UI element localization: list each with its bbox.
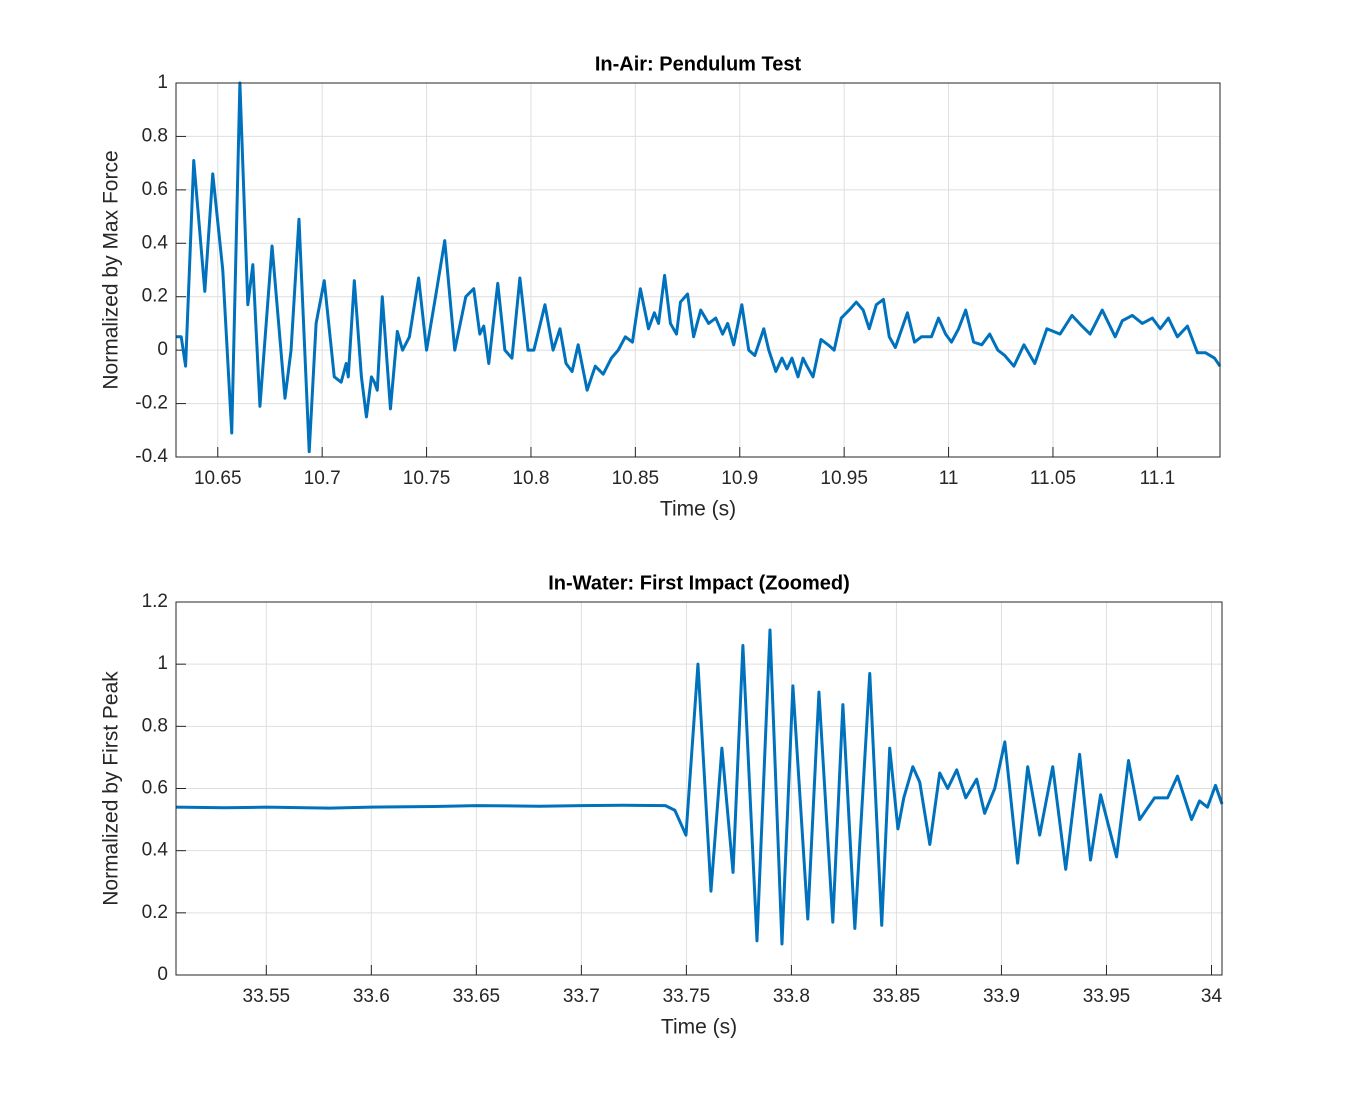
axes-box xyxy=(175,82,1221,458)
x-axis-label: Time (s) xyxy=(660,498,736,521)
chart-title: In-Water: First Impact (Zoomed) xyxy=(548,572,849,594)
axes-box xyxy=(175,601,1223,976)
y-tick-label: 0.4 xyxy=(142,840,169,861)
x-tick-label: 33.65 xyxy=(453,986,501,1007)
y-axis-label: Normalized by Max Force xyxy=(100,150,123,389)
x-tick-label: 33.75 xyxy=(663,986,711,1007)
plot-area xyxy=(176,83,1220,457)
x-tick-label: 11 xyxy=(939,468,959,489)
x-tick-label: 10.75 xyxy=(403,468,451,489)
y-axis-label: Normalized by First Peak xyxy=(100,671,123,906)
y-tick-label: -0.4 xyxy=(135,446,168,467)
y-tick-label: 0.2 xyxy=(142,902,168,923)
x-tick-label: 33.8 xyxy=(773,986,810,1007)
y-tick-label: 1.2 xyxy=(142,591,168,612)
x-tick-label: 10.9 xyxy=(721,468,758,489)
x-tick-label: 10.8 xyxy=(512,468,549,489)
y-tick-label: 0.6 xyxy=(142,778,168,799)
y-tick-label: 1 xyxy=(157,72,168,93)
y-tick-label: 0 xyxy=(157,964,168,985)
x-tick-label: 10.65 xyxy=(194,468,242,489)
x-tick-label: 33.9 xyxy=(983,986,1020,1007)
y-tick-label: 0 xyxy=(157,339,168,360)
y-tick-label: -0.2 xyxy=(135,393,168,414)
y-tick-label: 0.8 xyxy=(142,715,168,736)
x-tick-label: 11.05 xyxy=(1030,468,1076,489)
y-tick-label: 0.4 xyxy=(142,232,169,253)
x-tick-label: 10.7 xyxy=(304,468,341,489)
y-tick-label: 0.2 xyxy=(142,286,168,307)
y-tick-label: 1 xyxy=(157,653,168,674)
x-tick-label: 34 xyxy=(1201,986,1223,1007)
x-tick-label: 33.6 xyxy=(353,986,390,1007)
x-tick-label: 33.55 xyxy=(243,986,291,1007)
x-tick-label: 10.85 xyxy=(612,468,660,489)
x-tick-label: 33.85 xyxy=(873,986,921,1007)
x-tick-label: 33.7 xyxy=(563,986,600,1007)
x-tick-label: 10.95 xyxy=(820,468,868,489)
data-line xyxy=(176,81,1222,454)
x-tick-label: 11.1 xyxy=(1140,468,1176,489)
x-tick-label: 33.95 xyxy=(1083,986,1131,1007)
y-tick-label: 0.6 xyxy=(142,179,168,200)
x-axis-label: Time (s) xyxy=(661,1016,737,1039)
data-line xyxy=(175,628,1224,946)
chart-title: In-Air: Pendulum Test xyxy=(595,53,802,75)
y-tick-label: 0.8 xyxy=(142,125,168,146)
